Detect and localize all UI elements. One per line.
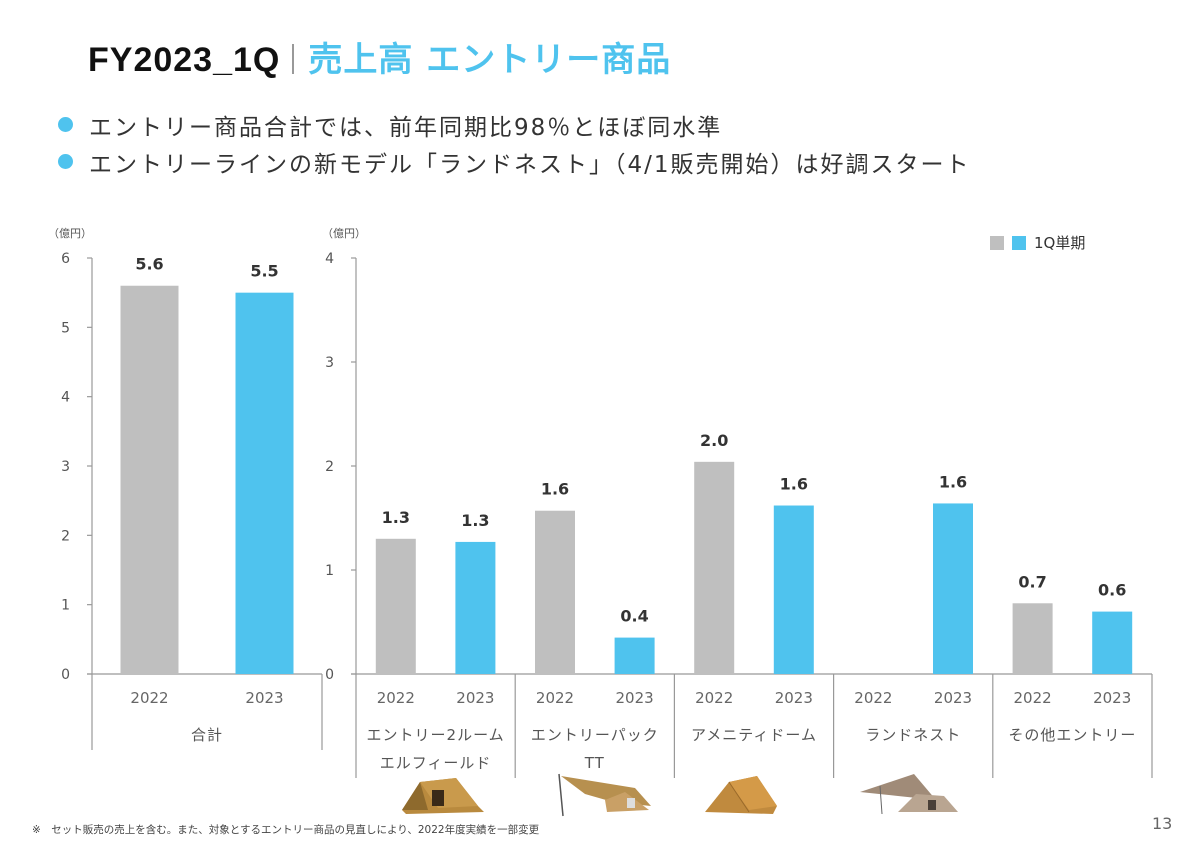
bar-2023 [235, 292, 294, 674]
bar-2022 [535, 510, 575, 674]
x-year-label: 2023 [934, 689, 972, 707]
x-year-label: 2022 [1014, 689, 1052, 707]
legend-swatch-2023 [1012, 235, 1026, 250]
x-year-label: 2023 [456, 689, 494, 707]
x-year-label: 2023 [245, 689, 283, 707]
category-label: その他エントリー [1008, 726, 1136, 744]
bar-value-label: 5.5 [250, 262, 278, 281]
y-tick-label: 0 [325, 667, 334, 683]
bar-value-label: 2.0 [700, 431, 728, 450]
x-year-label: 2022 [854, 689, 892, 707]
legend-label: 1Q単期 [1034, 234, 1086, 252]
y-tick-label: 1 [61, 598, 70, 614]
category-label: ランドネスト [865, 726, 961, 744]
tent-landnest-image [860, 774, 958, 815]
category-label: TT [584, 754, 605, 772]
title-period-code: FY2023_1Q [88, 41, 281, 79]
bar-2023 [1092, 611, 1133, 674]
bar-value-label: 1.3 [382, 508, 410, 527]
y-tick-label: 3 [61, 459, 70, 475]
category-label: アメニティドーム [691, 726, 817, 744]
x-year-label: 2023 [775, 689, 813, 707]
bar-value-label: 0.6 [1098, 581, 1126, 600]
y-tick-label: 6 [61, 251, 70, 267]
bar-2022 [120, 285, 179, 674]
y-tick-label: 3 [325, 355, 334, 371]
bullet-dot-icon [58, 154, 73, 169]
x-year-label: 2022 [377, 689, 415, 707]
bar-2022 [1012, 603, 1053, 674]
bar-value-label: 0.4 [620, 607, 648, 626]
y-tick-label: 1 [325, 563, 334, 579]
y-tick-label: 4 [61, 390, 70, 406]
y-tick-label: 2 [61, 528, 70, 544]
legend-swatch-2022 [990, 235, 1004, 250]
x-year-label: 2022 [536, 689, 574, 707]
y-tick-label: 5 [61, 320, 70, 336]
bullet-text: エントリーラインの新モデル「ランドネスト」（4/1販売開始）は好調スタート [89, 151, 971, 178]
tent-2room-image [402, 778, 484, 814]
title-main: 売上高 エントリー商品 [308, 40, 672, 80]
left-chart-unit-label: （億円） [48, 227, 92, 240]
y-tick-label: 2 [325, 459, 334, 475]
y-tick-label: 0 [61, 667, 70, 683]
x-year-label: 2023 [616, 689, 654, 707]
bar-2022 [694, 461, 735, 674]
bullet-list: エントリー商品合計では、前年同期比98％とほぼ同水準 エントリーラインの新モデル… [58, 106, 971, 180]
bar-value-label: 1.6 [541, 480, 569, 499]
bullet-item: エントリー商品合計では、前年同期比98％とほぼ同水準 [58, 106, 971, 143]
bar-2023 [614, 637, 655, 674]
footnote: ※ セット販売の売上を含む。また、対象とするエントリー商品の見直しにより、202… [32, 824, 540, 836]
category-label: エントリーパック [531, 726, 659, 744]
bullet-text: エントリー商品合計では、前年同期比98％とほぼ同水準 [89, 114, 723, 141]
tent-pack-tt-image [558, 773, 651, 817]
category-label: 合計 [191, 726, 223, 744]
bar-value-label: 0.7 [1018, 572, 1046, 591]
bar-value-label: 1.6 [780, 475, 808, 494]
bullet-item: エントリーラインの新モデル「ランドネスト」（4/1販売開始）は好調スタート [58, 143, 971, 180]
category-label: エントリー2ルーム [367, 726, 505, 744]
x-year-label: 2022 [695, 689, 733, 707]
bullet-dot-icon [58, 117, 73, 132]
bar-2023 [933, 503, 973, 674]
bar-value-label: 5.6 [135, 255, 163, 274]
category-label: エルフィールド [380, 754, 492, 772]
bar-value-label: 1.3 [461, 511, 489, 530]
bar-2022 [375, 538, 416, 674]
page-number: 13 [1152, 814, 1173, 833]
bar-2023 [773, 505, 814, 674]
chart-legend: 1Q単期 [990, 232, 1085, 253]
bar-value-label: 1.6 [939, 472, 967, 491]
tent-amenity-dome-image [705, 776, 777, 814]
y-tick-label: 4 [325, 251, 334, 267]
page-title: FY2023_1Q 売上高 エントリー商品 [88, 38, 671, 82]
x-year-label: 2023 [1093, 689, 1131, 707]
bar-2023 [455, 541, 496, 674]
right-chart-unit-label: （億円） [322, 227, 366, 240]
title-separator [292, 44, 295, 74]
x-year-label: 2022 [130, 689, 168, 707]
